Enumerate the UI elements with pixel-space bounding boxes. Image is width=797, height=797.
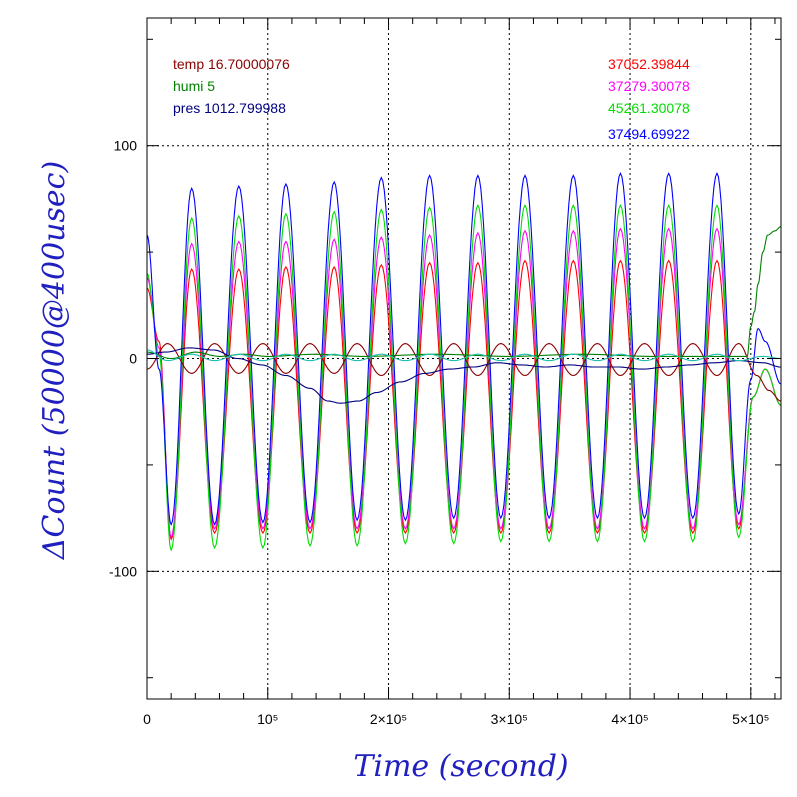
series-layer [147,172,781,552]
legend-right-entry-3: 37494.69922 [608,126,690,142]
x-tick-label: 5×10⁵ [732,711,769,727]
x-tick-label: 2×10⁵ [370,711,407,727]
series-line-5 [147,226,781,360]
y-tick-label: 0 [129,351,137,367]
tick-label-layer: 0 10⁵ 2×10⁵ 3×10⁵ 4×10⁵ 5×10⁵ 100 0 -100 [109,138,770,727]
legend-left: temp 16.70000076 humi 5 pres 1012.799988 [173,56,290,116]
legend-right: 37052.39844 37279.30078 45261.30078 3749… [608,56,690,142]
legend-right-entry-2: 45261.30078 [608,100,690,116]
legend-left-entry-1: humi 5 [173,78,215,94]
x-tick-label: 0 [143,711,151,727]
series-line-7 [147,349,781,362]
y-axis-title: ΔCount (50000@400usec) [37,161,72,560]
legend-left-entry-0: temp 16.70000076 [173,56,290,72]
series-line-2 [147,203,781,552]
tick-layer [147,18,781,699]
x-tick-label: 10⁵ [257,711,278,727]
legend-left-entry-2: pres 1012.799988 [173,100,286,116]
series-line-4 [147,343,781,402]
x-tick-label: 3×10⁵ [491,711,528,727]
series-line-6 [147,347,781,404]
x-tick-label: 4×10⁵ [611,711,648,727]
legend-right-entry-0: 37052.39844 [608,56,690,72]
x-axis-title: Time (second) [353,749,568,784]
y-tick-label: 100 [114,138,138,154]
legend-right-entry-1: 37279.30078 [608,78,690,94]
y-tick-label: -100 [109,563,137,579]
series-line-0 [147,259,781,541]
series-line-3 [147,172,781,526]
